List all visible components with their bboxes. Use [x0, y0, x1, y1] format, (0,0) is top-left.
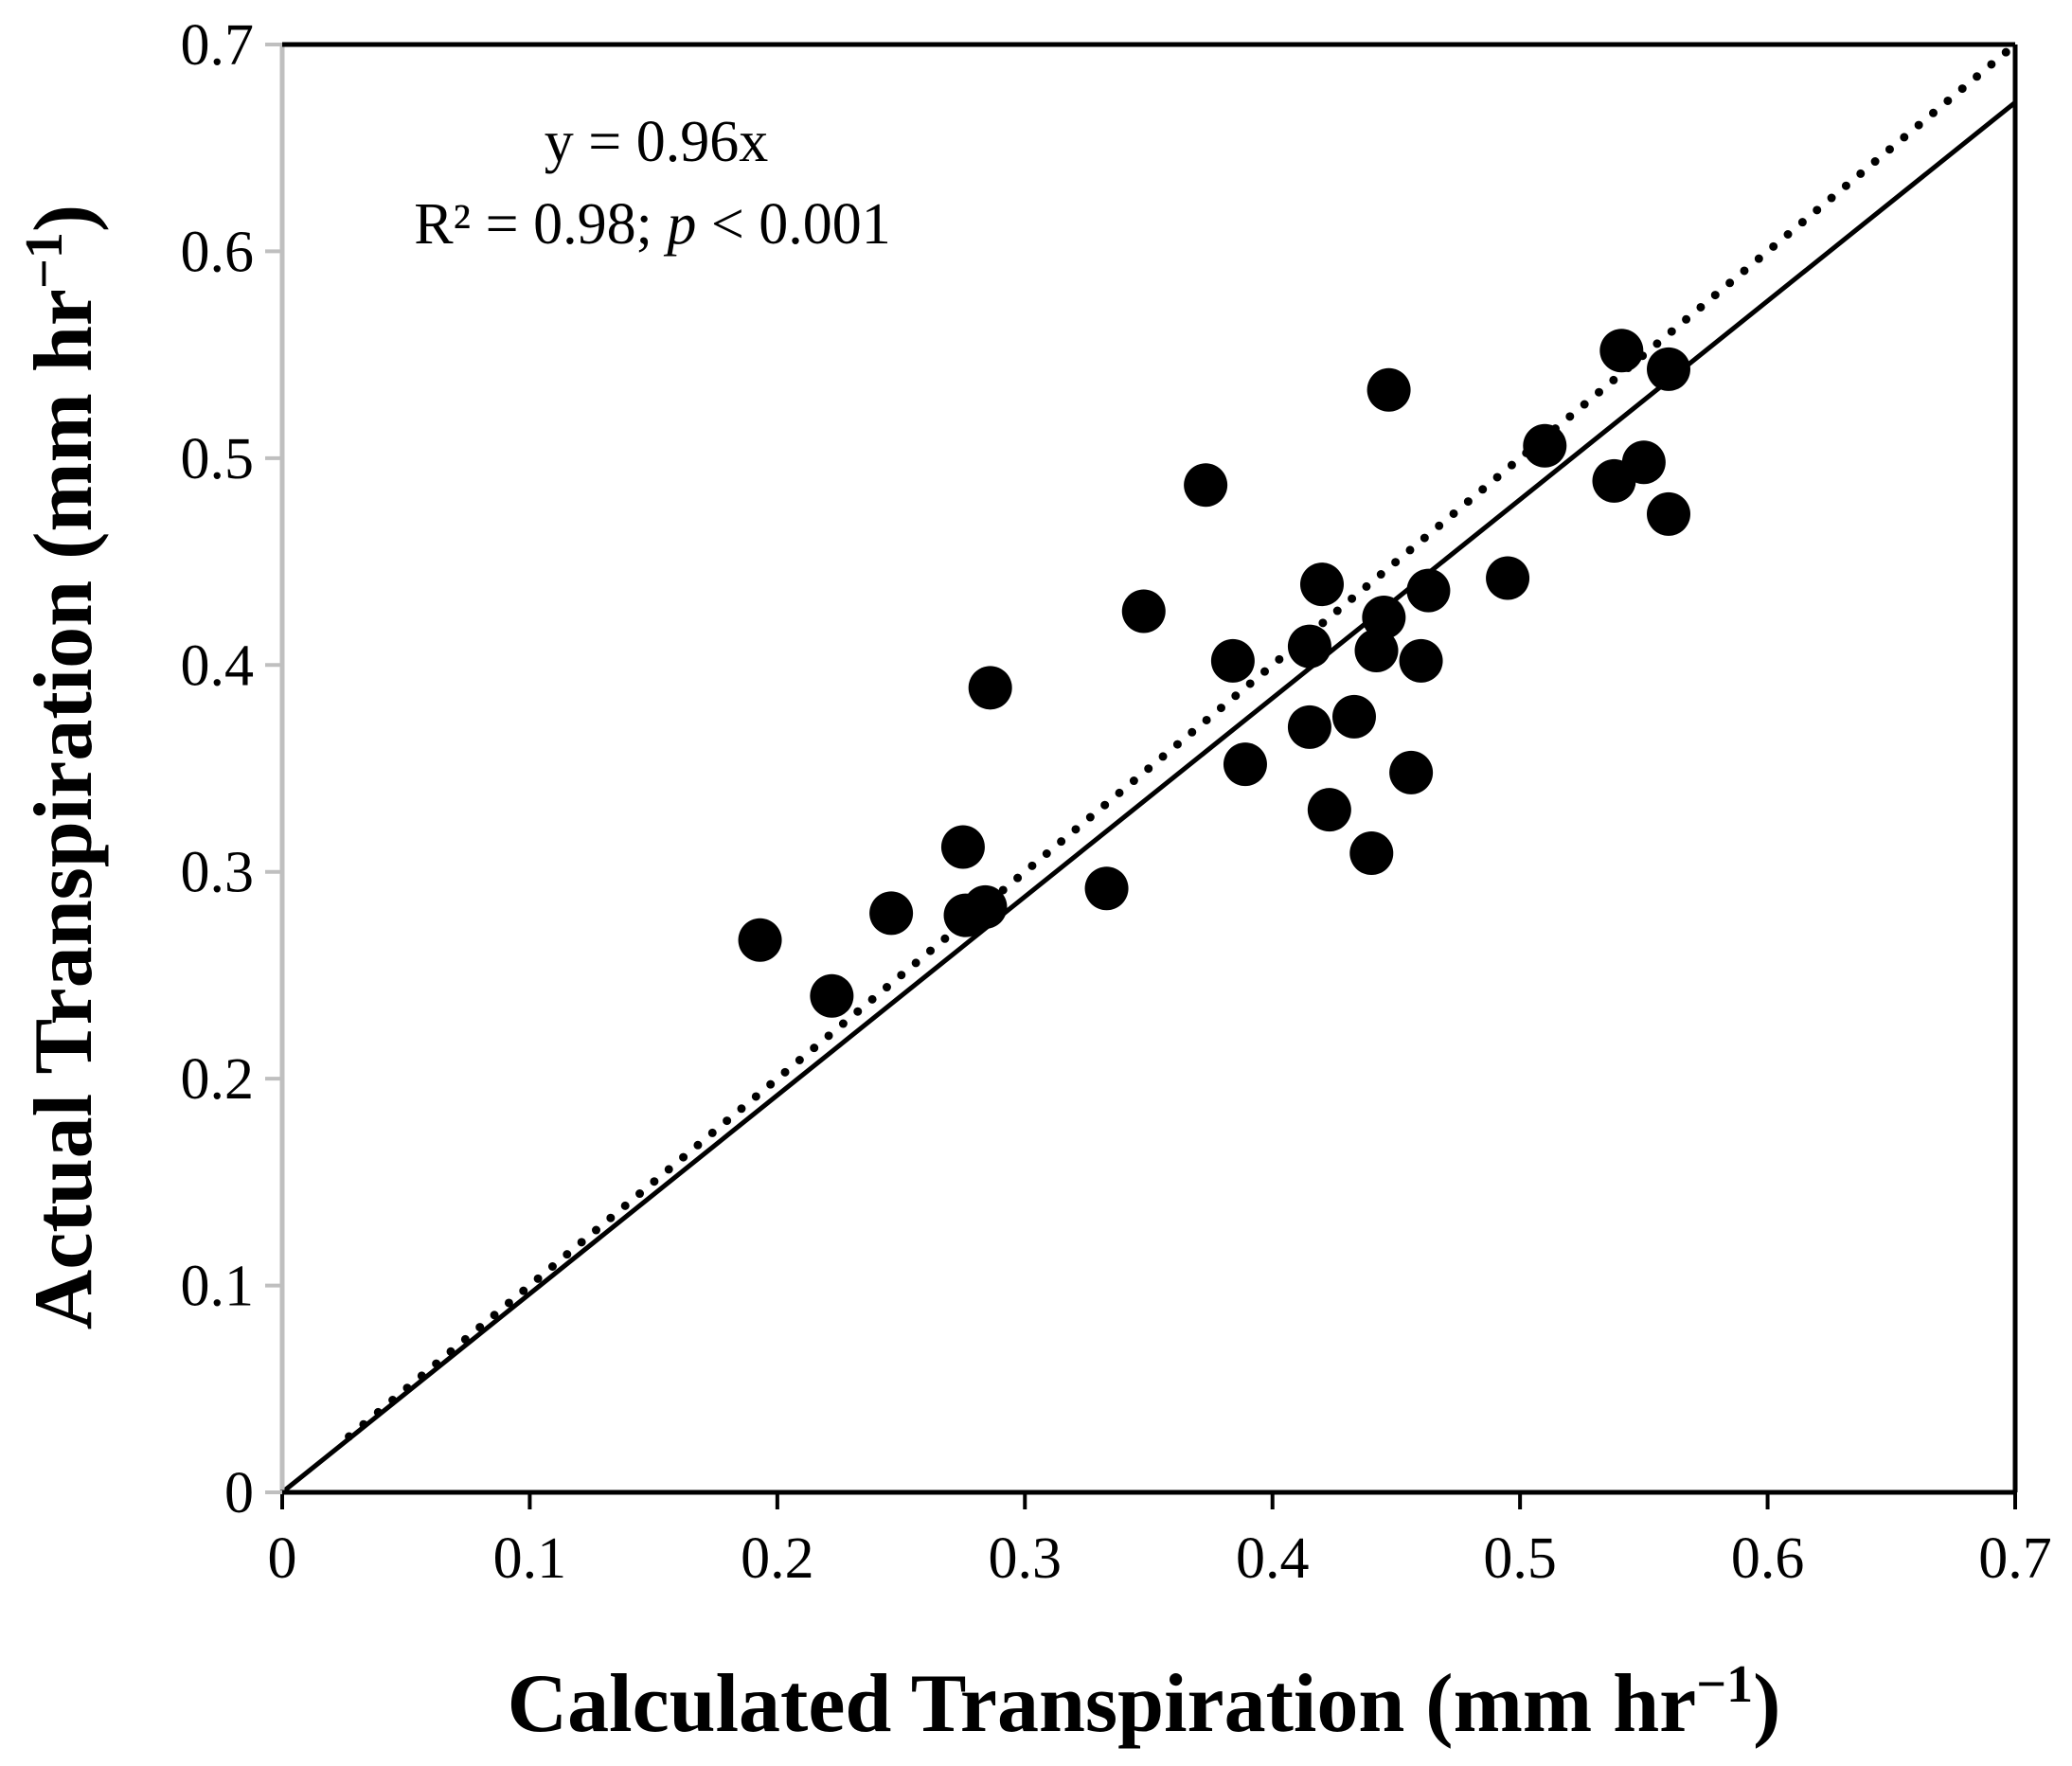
x-tick-label: 0.1 [493, 1526, 567, 1591]
y-tick-label: 0.7 [181, 13, 255, 78]
y-tick-label: 0.2 [181, 1047, 255, 1112]
data-point [738, 918, 782, 962]
y-axis-title-main: Actual Transpiration (mm hr [18, 289, 110, 1329]
data-point [968, 666, 1012, 710]
x-tick-label: 0.7 [1978, 1526, 2052, 1591]
x-tick-label: 0.2 [741, 1526, 814, 1591]
regression-line [280, 100, 2017, 1494]
p-value: < 0.001 [696, 192, 890, 257]
lines-layer [280, 40, 2020, 1494]
data-point [1621, 440, 1666, 485]
data-point [1349, 831, 1394, 876]
data-point [1486, 556, 1530, 600]
x-axis-title-close: ) [1753, 1658, 1780, 1750]
y-tick-label: 0.1 [181, 1255, 255, 1319]
data-point [1121, 589, 1166, 633]
y-axis-title: Actual Transpiration (mm hr−1) [15, 205, 110, 1329]
data-point [1084, 866, 1129, 911]
data-point [1300, 562, 1344, 607]
data-point [1354, 628, 1399, 672]
y-tick-label: 0.5 [181, 427, 255, 491]
data-point [1389, 750, 1434, 794]
y-axis-title-close: ) [18, 205, 110, 232]
y-axis-title-sup: −1 [15, 232, 74, 289]
ticks-layer: 0 0.1 0.2 0.3 0.4 0.5 0.6 0.7 0 0.1 0.2 0.3 0.4 0.5 0.… [181, 13, 2052, 1591]
x-tick-label: 0 [268, 1526, 297, 1591]
data-point [1647, 491, 1690, 536]
data-point [1399, 638, 1443, 683]
data-point [1287, 705, 1331, 749]
data-point [1331, 694, 1376, 739]
p-symbol: p [663, 192, 696, 257]
data-point [1523, 423, 1567, 468]
x-tick-label: 0.3 [989, 1526, 1063, 1591]
x-tick-label: 0.6 [1731, 1526, 1805, 1591]
r-squared-label: R² = 0.98; p < 0.001 [414, 192, 891, 257]
data-point [1366, 367, 1411, 412]
y-tick-label: 0.6 [181, 220, 255, 284]
equation-label: y = 0.96x [545, 110, 768, 174]
data-point [1287, 624, 1331, 669]
data-point [869, 891, 914, 936]
reference-line-1to1 [345, 40, 2020, 1441]
r-squared-prefix: R² = 0.98; [414, 192, 667, 257]
data-point [1647, 347, 1690, 391]
data-point [1307, 788, 1351, 832]
x-tick-label: 0.4 [1236, 1526, 1310, 1591]
y-tick-label: 0.3 [181, 841, 255, 905]
x-axis-title-main: Calculated Transpiration (mm hr [508, 1658, 1697, 1750]
y-tick-label: 0 [224, 1461, 254, 1525]
data-point [1406, 568, 1451, 613]
x-axis-title-sup: −1 [1696, 1655, 1753, 1714]
data-point [940, 825, 985, 869]
data-point [1210, 638, 1255, 683]
data-point [810, 973, 854, 1018]
data-point [1223, 742, 1267, 787]
points-layer [738, 329, 1690, 1018]
data-point [1184, 463, 1228, 508]
y-tick-label: 0.4 [181, 633, 255, 698]
data-point [1362, 596, 1406, 640]
x-tick-label: 0.5 [1483, 1526, 1557, 1591]
data-point [1599, 329, 1644, 373]
data-point [963, 884, 1008, 929]
plot-frame [279, 42, 2018, 1495]
x-axis-title: Calculated Transpiration (mm hr−1) [508, 1655, 1781, 1750]
